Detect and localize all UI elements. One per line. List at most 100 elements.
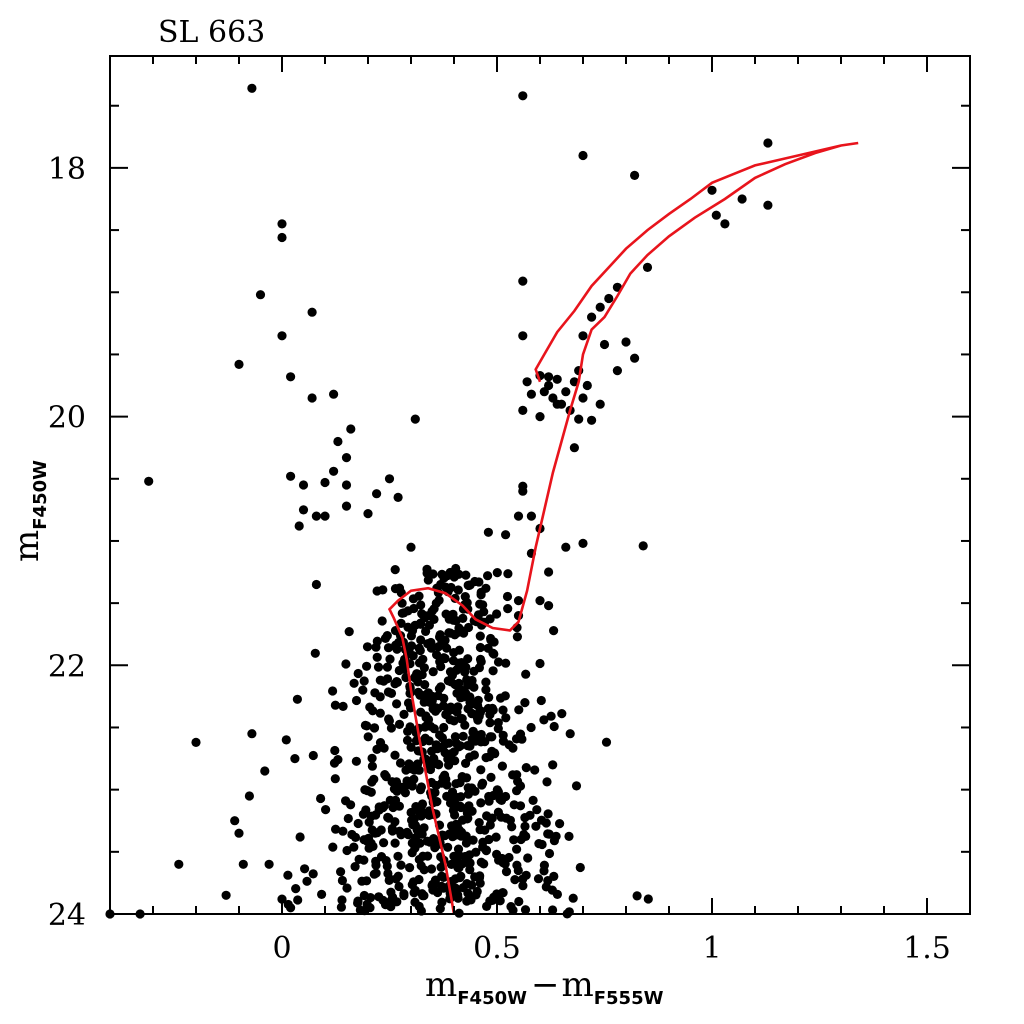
- data-point: [492, 568, 502, 578]
- data-point: [417, 829, 427, 839]
- data-point: [384, 714, 394, 724]
- data-point: [264, 859, 274, 869]
- data-point: [492, 609, 502, 619]
- data-point: [438, 701, 448, 711]
- data-point: [349, 842, 359, 852]
- data-point: [283, 870, 293, 880]
- data-point: [396, 860, 406, 870]
- data-point: [283, 899, 293, 910]
- data-point: [462, 675, 472, 685]
- data-point: [394, 719, 405, 730]
- data-point: [469, 750, 479, 760]
- data-point: [479, 859, 489, 869]
- chart-title: SL 663: [158, 15, 265, 50]
- data-point: [467, 880, 477, 890]
- data-point: [410, 620, 420, 631]
- data-point: [393, 871, 403, 881]
- data-point: [386, 887, 396, 897]
- data-point: [456, 871, 466, 881]
- data-point: [386, 723, 396, 733]
- data-point: [382, 662, 392, 672]
- data-point: [353, 898, 363, 908]
- data-point: [564, 831, 574, 842]
- data-point: [643, 894, 653, 904]
- data-point: [260, 766, 270, 776]
- data-point: [508, 770, 518, 780]
- data-point: [376, 852, 387, 862]
- data-point: [337, 875, 347, 886]
- data-point: [485, 718, 495, 728]
- data-point: [493, 787, 503, 797]
- data-point: [763, 138, 773, 148]
- data-point: [373, 662, 384, 672]
- data-point: [552, 374, 562, 384]
- data-point: [595, 399, 605, 409]
- data-point: [351, 756, 361, 766]
- data-point: [454, 658, 464, 668]
- x-tick-label: 0: [272, 931, 291, 966]
- data-point: [379, 743, 389, 753]
- x-tick-labels: 0 0.5 1 1.5: [272, 931, 950, 966]
- data-point: [221, 890, 231, 900]
- data-point: [362, 721, 372, 731]
- data-point: [571, 781, 582, 791]
- data-point: [513, 511, 524, 521]
- data-point: [441, 609, 451, 619]
- data-point: [450, 810, 460, 820]
- data-point: [394, 665, 404, 676]
- data-point: [307, 393, 317, 403]
- data-point: [578, 331, 588, 341]
- data-point: [281, 735, 291, 745]
- data-point: [409, 603, 419, 614]
- data-point: [443, 754, 453, 764]
- data-point: [330, 774, 340, 784]
- data-point: [416, 782, 426, 792]
- data-point: [504, 852, 514, 863]
- data-point: [569, 443, 580, 453]
- data-point: [393, 851, 403, 861]
- data-point: [308, 750, 318, 761]
- data-point: [507, 822, 517, 832]
- data-point: [351, 695, 362, 706]
- data-point: [475, 825, 485, 835]
- data-point: [450, 756, 460, 766]
- data-point: [457, 772, 467, 782]
- data-point: [520, 698, 530, 708]
- data-point: [364, 817, 374, 827]
- data-point: [642, 262, 653, 272]
- data-point: [469, 666, 479, 676]
- data-point: [375, 708, 385, 718]
- isochrone-line: [387, 141, 859, 915]
- data-point: [473, 715, 483, 725]
- data-point: [353, 668, 363, 679]
- data-point: [578, 150, 588, 161]
- data-point: [427, 746, 437, 756]
- data-point: [410, 673, 420, 683]
- data-point: [549, 871, 559, 882]
- data-point: [498, 736, 508, 746]
- data-point: [333, 755, 343, 765]
- data-point: [381, 772, 391, 782]
- data-point: [446, 790, 456, 801]
- data-point: [737, 194, 747, 204]
- data-point: [362, 876, 372, 886]
- data-point: [498, 705, 508, 715]
- data-point: [426, 637, 436, 648]
- data-point: [370, 828, 380, 838]
- data-point: [456, 625, 466, 636]
- data-point: [372, 586, 382, 596]
- data-point: [587, 312, 597, 322]
- data-point: [384, 474, 395, 484]
- data-point: [486, 635, 496, 645]
- data-point: [191, 737, 201, 748]
- data-point: [338, 701, 348, 712]
- data-point: [405, 863, 415, 873]
- data-point: [417, 609, 427, 619]
- data-point: [497, 761, 507, 771]
- data-point: [486, 772, 496, 783]
- data-point: [292, 694, 302, 704]
- data-point: [503, 604, 513, 614]
- data-point: [406, 742, 416, 752]
- data-point: [298, 480, 309, 490]
- data-point: [502, 591, 513, 602]
